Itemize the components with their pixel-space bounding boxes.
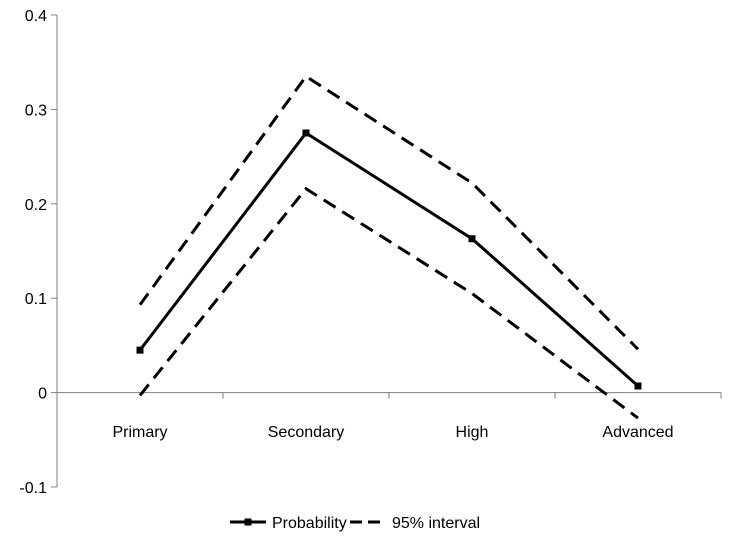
legend-label: 95% interval <box>392 515 480 532</box>
probability-line <box>138 130 639 388</box>
y-tick-label: 0.3 <box>25 102 47 119</box>
y-tick-label: 0 <box>38 386 47 403</box>
probability-point <box>302 129 310 137</box>
legend-label: Probability <box>272 515 347 532</box>
series-lines <box>136 74 642 420</box>
x-tick-label: Primary <box>112 424 167 441</box>
y-tick-label: 0.1 <box>25 291 47 308</box>
interval-lower-line <box>138 186 639 420</box>
x-tick-label: Secondary <box>268 424 345 441</box>
probability-point <box>468 235 476 243</box>
legend-marker <box>244 518 252 526</box>
x-tick-label: High <box>456 424 489 441</box>
x-axis: Primary Secondary High Advanced <box>56 392 722 441</box>
y-axis: -0.1 0 0.1 0.2 0.3 0.4 <box>19 8 58 497</box>
interval-upper-line <box>138 74 640 351</box>
x-tick-label: Advanced <box>602 424 673 441</box>
legend: Probability 95% interval <box>230 515 480 532</box>
y-tick-label: -0.1 <box>19 480 47 497</box>
y-tick-label: 0.4 <box>25 8 47 25</box>
probability-point <box>634 382 642 390</box>
probability-point <box>136 346 144 354</box>
y-tick-label: 0.2 <box>25 197 47 214</box>
